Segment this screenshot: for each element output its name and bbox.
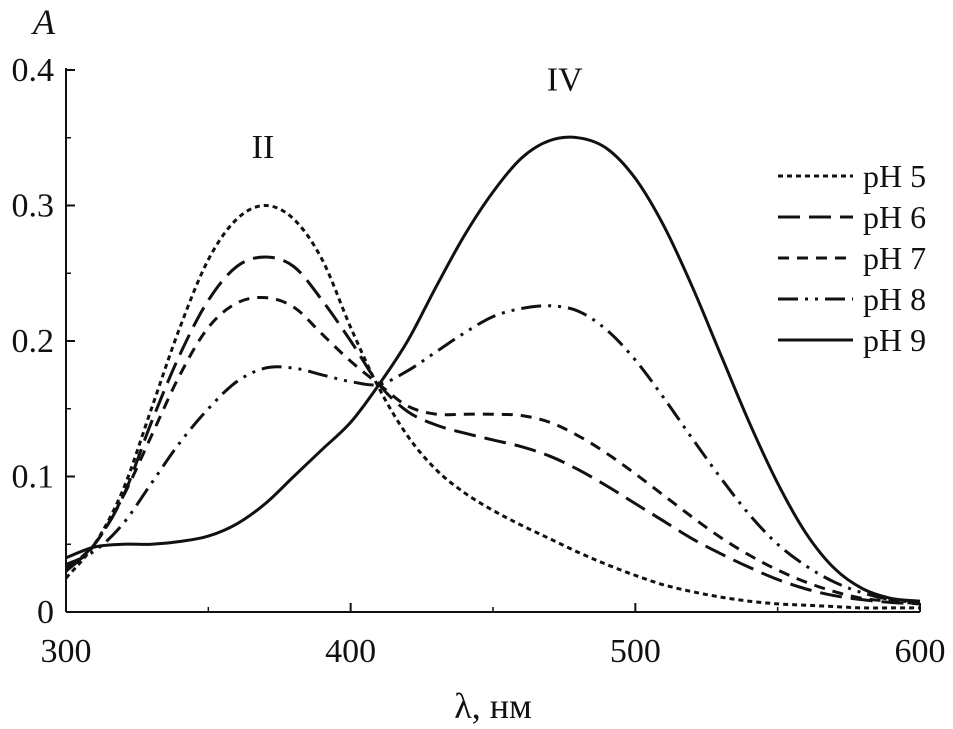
legend-label-ph-7: pH 7 [863,240,926,276]
x-tick-label: 400 [325,633,376,670]
annotations: II IV [252,61,583,166]
y-tick-label: 0.4 [12,52,55,89]
legend-label-ph-9: pH 9 [863,322,926,358]
series-line-ph-7 [65,295,921,606]
y-tick-label: 0.3 [12,188,55,225]
legend: pH 5 pH 6 pH 7 pH 8 pH 9 [778,158,926,358]
ticks: 300 400 500 600 0 0.1 0.2 0.3 0.4 [12,52,946,670]
x-axis-label: λ, нм [454,686,532,726]
x-tick-label: 300 [41,633,92,670]
x-tick-label: 500 [610,633,661,670]
legend-label-ph-6: pH 6 [863,199,926,235]
peak-annotation: IV [547,61,583,98]
x-tick-label: 600 [895,633,946,670]
y-tick-label: 0.2 [12,323,55,360]
series-lines [64,135,921,610]
series-line-ph-9 [65,135,921,603]
legend-label-ph-5: pH 5 [863,158,926,194]
legend-label-ph-8: pH 8 [863,281,926,317]
series-line-ph-6 [64,255,921,606]
peak-annotation: II [252,129,275,166]
series-line-ph-8 [65,304,921,604]
y-axis-label: A [31,2,56,42]
y-tick-label: 0.1 [12,459,55,496]
y-tick-label: 0 [37,594,54,631]
series-line-ph-5 [64,204,920,610]
